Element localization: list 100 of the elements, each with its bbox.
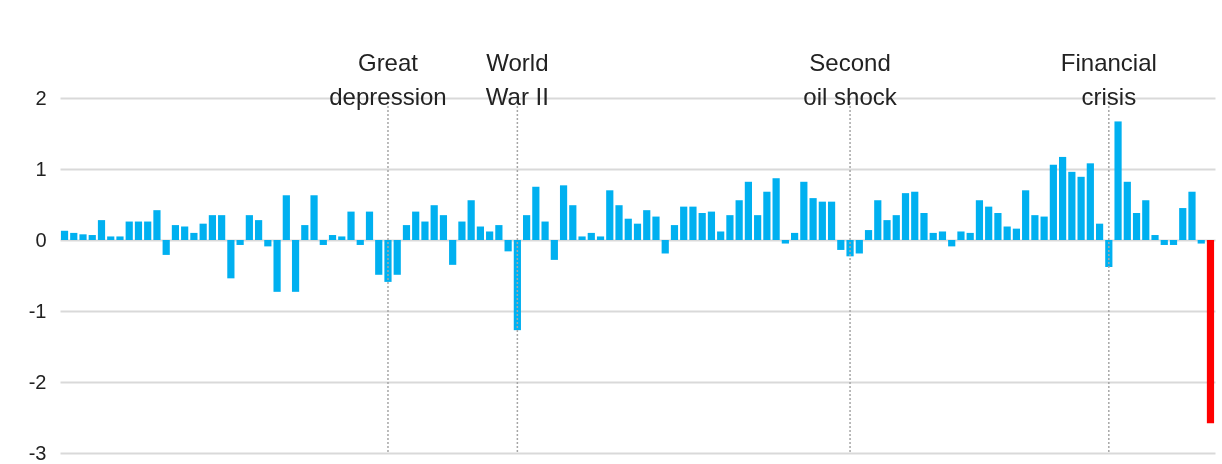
bar xyxy=(920,213,928,240)
bar xyxy=(356,240,364,245)
bar xyxy=(846,240,854,257)
bar xyxy=(596,236,605,240)
bar xyxy=(218,215,226,240)
bar xyxy=(430,205,438,240)
bar xyxy=(79,234,87,240)
bar xyxy=(245,215,253,240)
bar xyxy=(144,221,152,240)
y-tick-label: -2 xyxy=(28,370,47,393)
bar xyxy=(809,198,817,240)
bar xyxy=(264,240,272,247)
bar xyxy=(532,186,540,240)
bar xyxy=(310,195,318,240)
bar xyxy=(837,240,845,250)
bar xyxy=(587,232,595,240)
annotation: Second oil shock xyxy=(803,49,898,110)
bar xyxy=(698,213,706,240)
bar xyxy=(1179,208,1187,240)
annotation: World War II xyxy=(485,49,549,110)
bar xyxy=(255,220,263,240)
bar xyxy=(513,240,521,331)
bar xyxy=(291,240,300,292)
bar xyxy=(754,215,762,240)
bar xyxy=(929,232,937,240)
bar xyxy=(467,200,475,240)
bar xyxy=(134,221,143,240)
bar xyxy=(449,240,457,265)
bar xyxy=(273,240,281,292)
bar xyxy=(88,235,96,240)
bar xyxy=(975,200,984,240)
bar xyxy=(97,220,106,240)
bar xyxy=(181,226,189,240)
bar xyxy=(338,236,346,240)
y-tick-label: 1 xyxy=(35,157,47,180)
bar xyxy=(661,240,669,254)
bar xyxy=(800,181,808,240)
bar xyxy=(606,190,614,240)
bar xyxy=(1012,228,1020,240)
bar xyxy=(827,201,836,240)
bar xyxy=(402,225,411,240)
bar xyxy=(1142,200,1150,240)
bar xyxy=(670,225,679,240)
bar xyxy=(892,215,900,240)
bar xyxy=(495,225,503,240)
bar xyxy=(1003,226,1011,240)
bar xyxy=(615,205,623,240)
bar xyxy=(1206,240,1215,424)
bar xyxy=(1022,190,1030,240)
bar xyxy=(901,193,910,240)
bar xyxy=(550,240,558,260)
bar xyxy=(1169,240,1178,245)
bar xyxy=(689,206,697,240)
bar xyxy=(1188,191,1196,240)
bar xyxy=(486,231,494,240)
bar xyxy=(208,215,216,240)
bar xyxy=(763,191,771,240)
bar xyxy=(1059,156,1067,240)
bar xyxy=(523,215,531,240)
bar xyxy=(1095,223,1104,240)
bar xyxy=(347,211,355,240)
y-tick-label: -3 xyxy=(28,441,47,464)
bar xyxy=(190,232,198,240)
bar xyxy=(717,231,725,240)
bar xyxy=(236,240,244,245)
bar xyxy=(1160,240,1168,245)
bar xyxy=(994,213,1002,240)
bar xyxy=(319,240,327,245)
bar xyxy=(791,232,799,240)
bar xyxy=(633,223,642,240)
bar xyxy=(171,225,180,240)
y-tick-label: 2 xyxy=(35,86,47,109)
bar xyxy=(393,240,401,275)
bar xyxy=(1114,121,1122,240)
bar xyxy=(578,236,586,240)
bar xyxy=(744,181,752,240)
bar xyxy=(1068,171,1076,240)
bar xyxy=(412,211,420,240)
bar xyxy=(707,211,716,240)
bar xyxy=(1077,176,1085,240)
bar xyxy=(282,195,290,240)
bar xyxy=(60,230,69,240)
bar xyxy=(1123,181,1131,240)
y-tick-label: -1 xyxy=(28,299,47,322)
bar xyxy=(1086,163,1094,240)
bar xyxy=(125,221,133,240)
bar xyxy=(781,240,789,244)
bar xyxy=(504,240,512,252)
bar xyxy=(116,236,124,240)
bar xyxy=(162,240,170,255)
annotation: Financial crisis xyxy=(1060,49,1157,110)
bar xyxy=(1132,213,1141,240)
bar xyxy=(384,240,392,282)
bar xyxy=(864,230,873,240)
bar xyxy=(643,210,651,240)
bar xyxy=(70,232,78,240)
bar xyxy=(1151,235,1159,240)
bar xyxy=(421,221,429,240)
bar xyxy=(772,178,780,240)
bar xyxy=(301,225,309,240)
